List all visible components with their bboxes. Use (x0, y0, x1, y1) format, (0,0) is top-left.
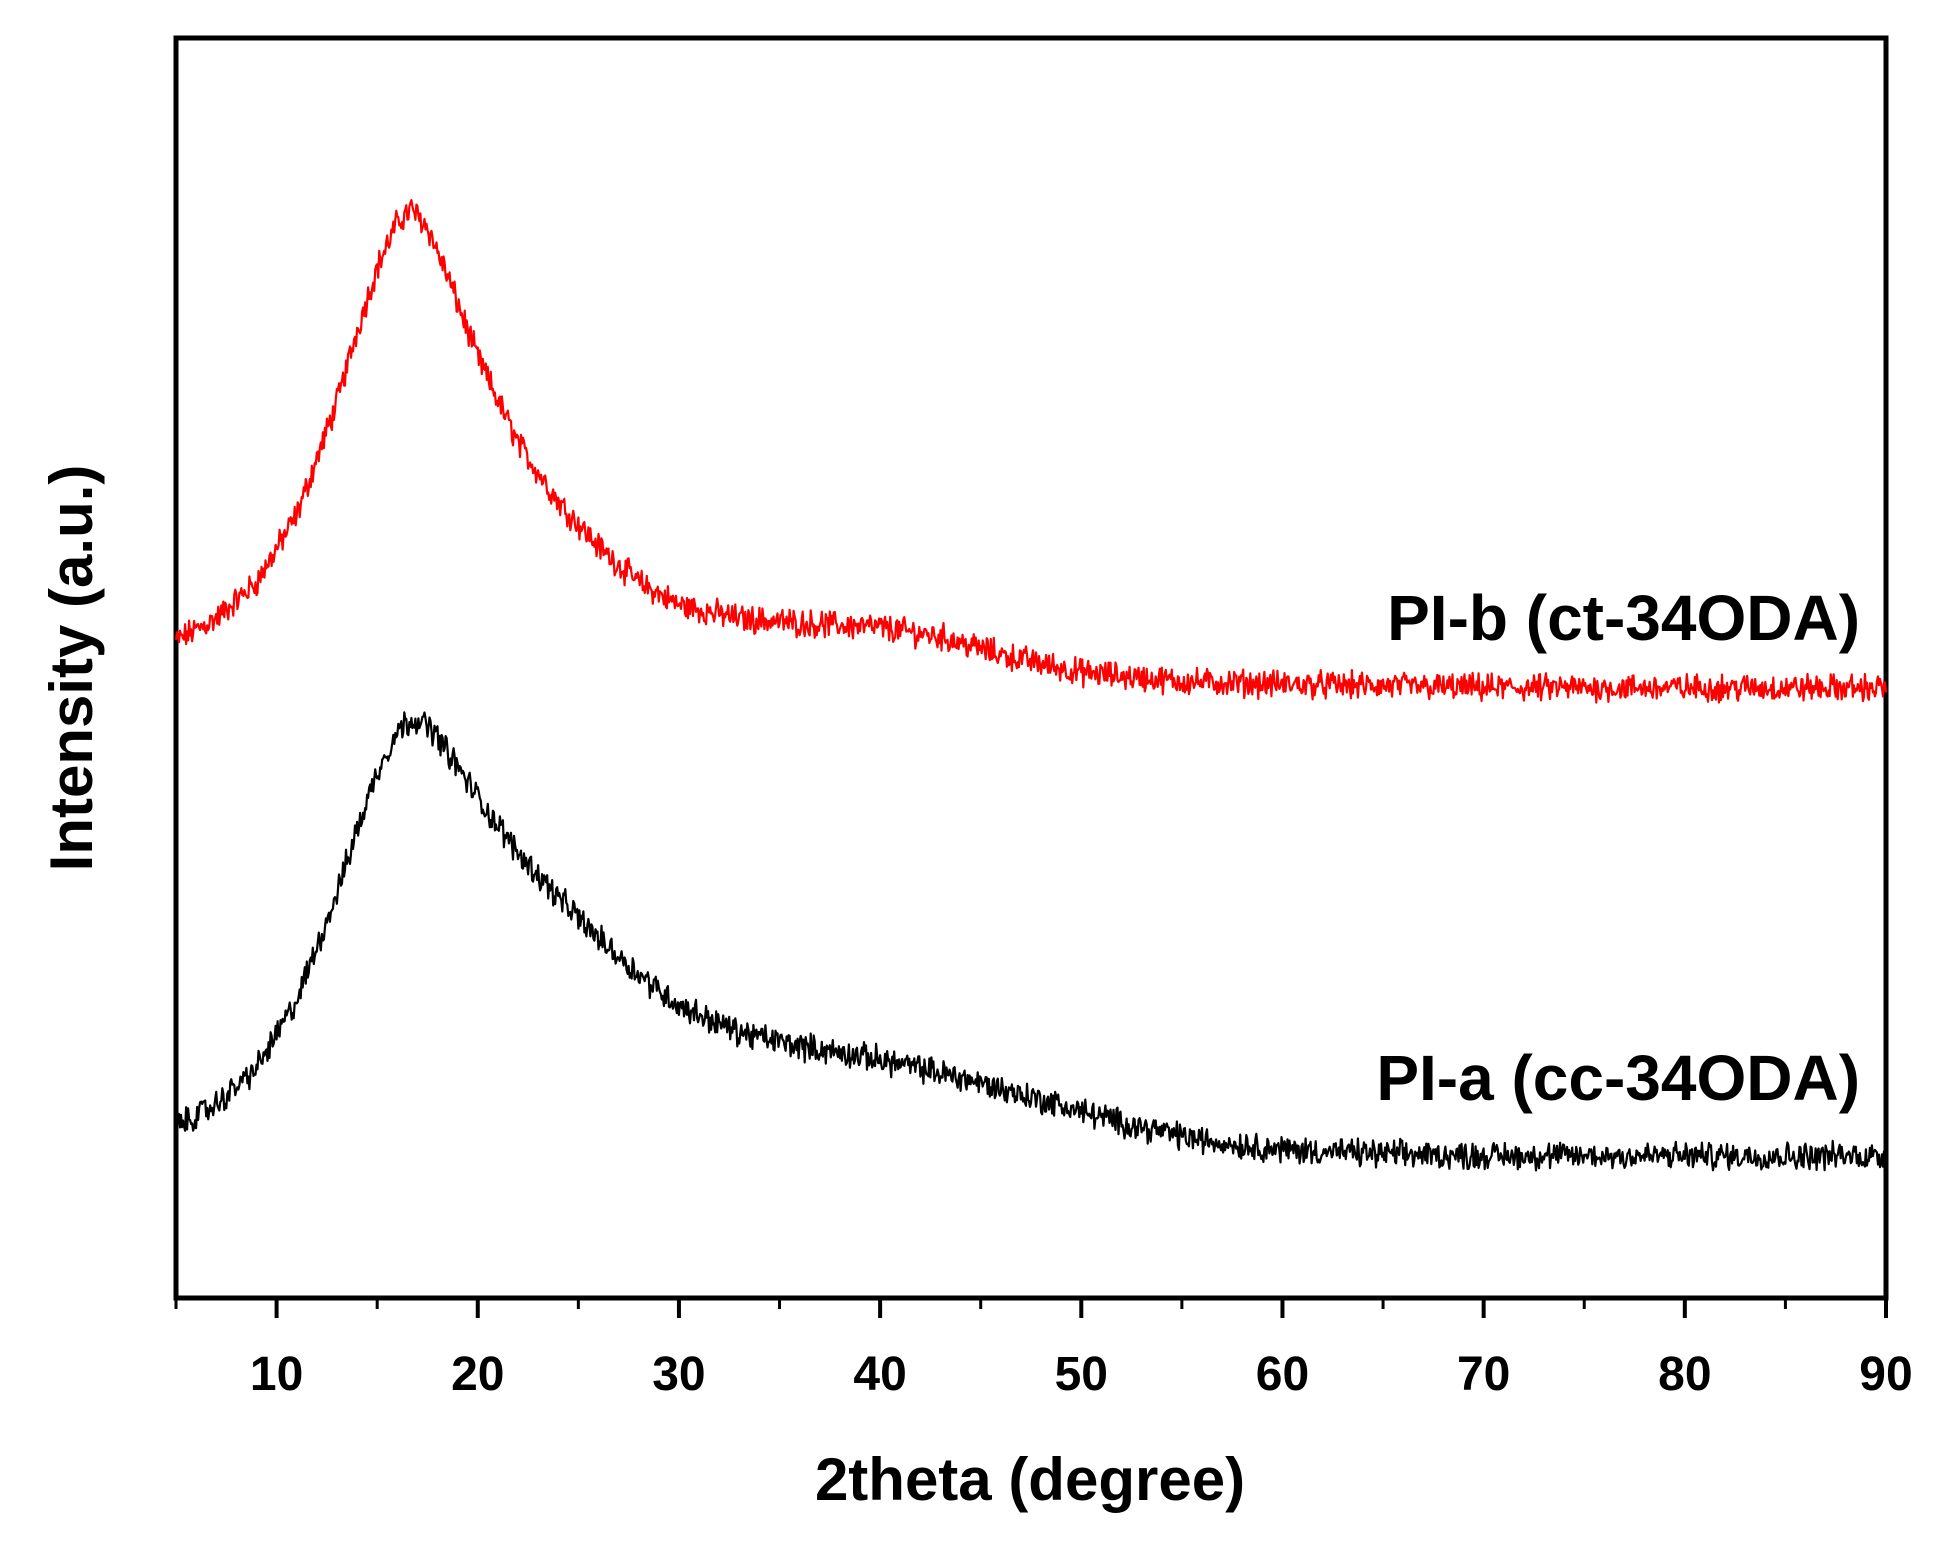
series-line-pi-a (174, 711, 1888, 1172)
series-curves (174, 199, 1888, 1172)
series-label-pi-a: PI-a (cc-34ODA) (1376, 1042, 1860, 1114)
x-tick-label: 60 (1256, 1348, 1309, 1401)
series-label-pi-b: PI-b (ct-34ODA) (1387, 582, 1860, 654)
x-tick-label: 70 (1457, 1348, 1510, 1401)
series-line-pi-b (174, 199, 1888, 704)
x-tick-label: 90 (1859, 1348, 1912, 1401)
x-tick-label: 80 (1658, 1348, 1711, 1401)
x-tick-label: 50 (1055, 1348, 1108, 1401)
plot-area-frame (173, 35, 1889, 1301)
x-tick-label: 40 (853, 1348, 906, 1401)
x-axis-ticks: 10 20 30 40 50 60 70 80 90 (174, 1298, 1913, 1401)
x-tick-label: 10 (250, 1348, 303, 1401)
x-tick-label: 20 (451, 1348, 504, 1401)
x-tick-label: 30 (652, 1348, 705, 1401)
y-axis-title: Intensity (a.u.) (38, 465, 105, 872)
x-axis-title: 2theta (degree) (815, 1446, 1245, 1513)
